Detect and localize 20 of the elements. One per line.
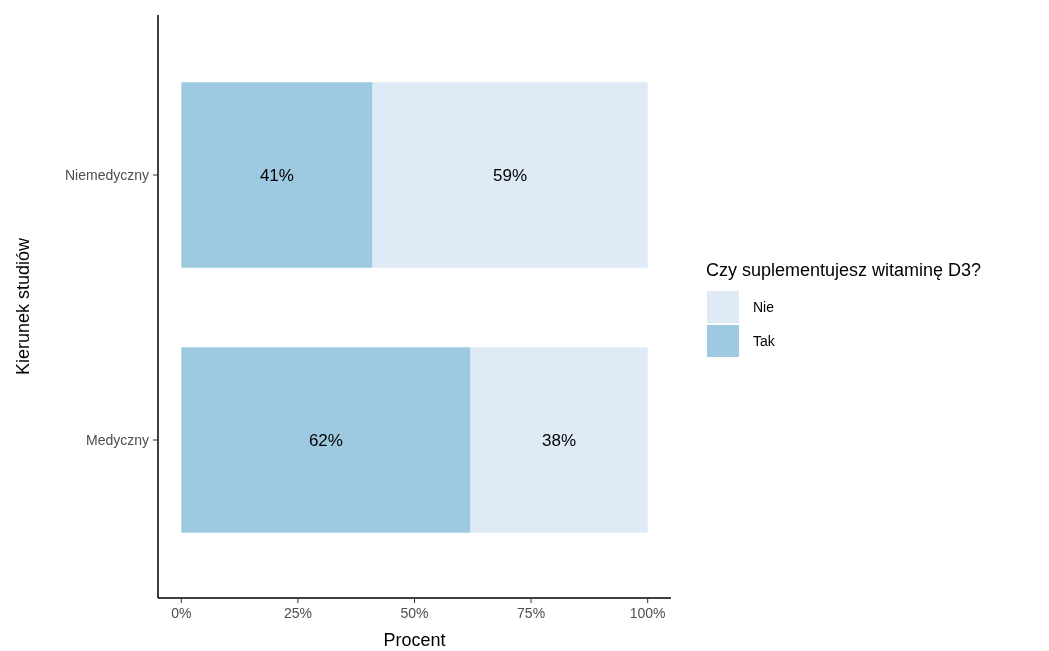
- y-tick-label: Medyczny: [85, 431, 149, 448]
- x-tick-label: 0%: [171, 605, 192, 621]
- x-tick-label: 75%: [517, 605, 546, 621]
- bar: [181, 82, 373, 268]
- y-tick-label: Niemedyczny: [64, 166, 149, 183]
- x-tick-label: 100%: [629, 605, 666, 621]
- bar: [470, 347, 648, 533]
- x-axis-title: Procent: [383, 630, 446, 650]
- legend-title: Czy suplementujesz witaminę D3?: [706, 260, 982, 280]
- y-axis-title: Kierunek studiów: [13, 236, 33, 376]
- bar: [181, 347, 471, 533]
- data-label: 38%: [542, 430, 577, 450]
- data-label: 41%: [259, 165, 294, 185]
- x-tick-label: 25%: [283, 605, 312, 621]
- bar: [372, 82, 648, 268]
- legend-label: Nie: [753, 298, 775, 315]
- legend-label: Tak: [753, 332, 776, 349]
- data-label: 59%: [493, 165, 528, 185]
- x-tick-label: 50%: [400, 605, 429, 621]
- data-label: 62%: [308, 430, 343, 450]
